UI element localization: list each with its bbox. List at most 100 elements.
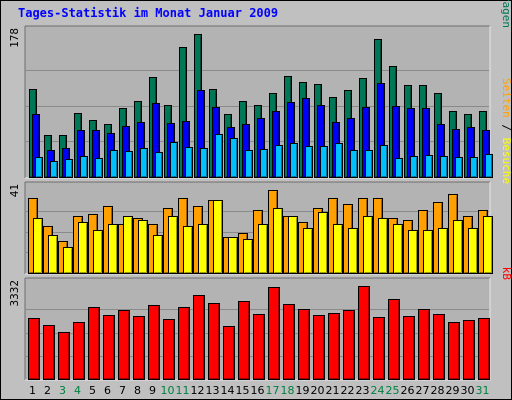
legend-part: Besuche xyxy=(500,138,512,184)
kb-bar xyxy=(223,326,235,380)
seiten-bar xyxy=(303,228,313,274)
seiten-bar xyxy=(125,151,133,178)
legend-part: Seiten xyxy=(500,78,512,118)
kb-bar xyxy=(238,301,250,380)
seiten-bar xyxy=(455,157,463,178)
seiten-bar xyxy=(275,145,283,178)
kb-bar xyxy=(73,322,85,380)
kb-bar xyxy=(28,318,40,380)
kb-bar xyxy=(373,317,385,380)
kb-bar xyxy=(358,286,370,380)
seiten-bar xyxy=(348,228,358,274)
day-label: 26 xyxy=(401,384,415,397)
seiten-bar xyxy=(80,156,88,178)
day-label: 4 xyxy=(74,384,81,397)
seiten-bar xyxy=(318,212,328,274)
seiten-bar xyxy=(305,146,313,178)
seiten-bar xyxy=(140,148,148,178)
seiten-bar xyxy=(393,224,403,274)
seiten-bar xyxy=(365,150,373,178)
day-label: 23 xyxy=(356,384,370,397)
seiten-bar xyxy=(423,230,433,274)
day-label: 9 xyxy=(149,384,156,397)
day-label: 17 xyxy=(266,384,280,397)
day-label: 7 xyxy=(119,384,126,397)
kb-bar xyxy=(133,316,145,380)
seiten-bar xyxy=(273,208,283,274)
seiten-bar xyxy=(408,230,418,274)
day-label: 22 xyxy=(341,384,355,397)
seiten-bar xyxy=(335,143,343,178)
y-max-label: 178 xyxy=(8,28,21,48)
seiten-bar xyxy=(453,220,463,274)
day-label: 1 xyxy=(29,384,36,397)
seiten-bar xyxy=(200,148,208,178)
y-max-label: 3332 xyxy=(8,280,21,307)
series-legend: Seiten / Besuche xyxy=(500,78,512,184)
day-label: 14 xyxy=(221,384,235,397)
legend-part: / xyxy=(500,118,512,138)
seiten-bar xyxy=(155,152,163,178)
seiten-bar xyxy=(170,142,178,178)
seiten-bar xyxy=(198,224,208,274)
day-label: 13 xyxy=(206,384,220,397)
seiten-bar xyxy=(258,224,268,274)
day-label: 31 xyxy=(476,384,490,397)
seiten-bar xyxy=(213,200,223,274)
seiten-bar xyxy=(33,218,43,274)
seiten-bar xyxy=(63,247,73,274)
day-label: 25 xyxy=(386,384,400,397)
seiten-bar xyxy=(95,158,103,178)
seiten-bar xyxy=(123,216,133,274)
kb-bar xyxy=(448,322,460,380)
kb-bar xyxy=(178,307,190,380)
seiten-bar xyxy=(470,157,478,178)
panel-requests: 178 Seiten / Dateien / Anfragen xyxy=(8,0,512,179)
day-label: 29 xyxy=(446,384,460,397)
kb-bar xyxy=(283,304,295,380)
day-label: 19 xyxy=(296,384,310,397)
kb-bar xyxy=(388,299,400,380)
seiten-bar xyxy=(288,216,298,274)
legend-part: Anfragen xyxy=(500,0,512,28)
seiten-bar xyxy=(108,224,118,274)
day-label: 6 xyxy=(104,384,111,397)
seiten-bar xyxy=(483,216,493,274)
day-label: 16 xyxy=(251,384,265,397)
seiten-bar xyxy=(260,149,268,178)
kb-bar xyxy=(403,316,415,380)
panel-kb: 3332 kB xyxy=(8,267,512,381)
kb-bar xyxy=(463,320,475,380)
day-label: 18 xyxy=(281,384,295,397)
day-label: 28 xyxy=(431,384,445,397)
kb-bar xyxy=(253,314,265,380)
seiten-bar xyxy=(110,150,118,178)
kb-bar xyxy=(298,309,310,380)
kb-bar xyxy=(478,318,490,380)
kb-bar xyxy=(433,314,445,380)
kb-bar xyxy=(58,332,70,380)
series-legend: Seiten / Dateien / Anfragen xyxy=(500,0,512,28)
kb-bar xyxy=(418,309,430,380)
day-label: 5 xyxy=(89,384,96,397)
seiten-bar xyxy=(228,237,238,274)
seiten-bar xyxy=(320,146,328,178)
seiten-bar xyxy=(215,134,223,178)
seiten-bar xyxy=(395,158,403,178)
seiten-bar xyxy=(410,156,418,178)
seiten-bar xyxy=(290,143,298,178)
seiten-bar xyxy=(48,235,58,274)
day-label: 27 xyxy=(416,384,430,397)
seiten-bar xyxy=(243,239,253,274)
kb-bar xyxy=(328,313,340,380)
y-max-label: 41 xyxy=(8,184,21,197)
kb-bar xyxy=(313,315,325,380)
seiten-bar xyxy=(35,157,43,178)
seiten-bar xyxy=(380,145,388,178)
kb-bar xyxy=(208,303,220,380)
seiten-bar xyxy=(153,235,163,274)
kb-bar xyxy=(193,295,205,380)
day-label: 10 xyxy=(161,384,175,397)
kb-bar xyxy=(148,305,160,380)
